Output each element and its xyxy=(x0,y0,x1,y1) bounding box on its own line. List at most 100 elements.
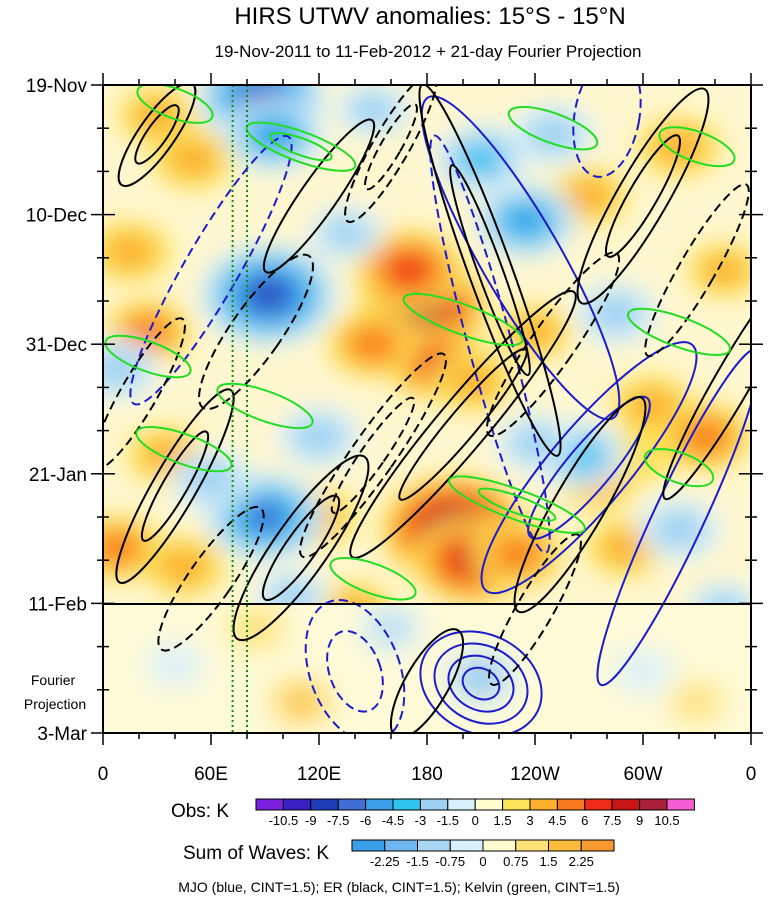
obs-colorbar-tick-label-6: -1.5 xyxy=(437,813,459,828)
y-tick-label-1: 10-Dec xyxy=(26,206,87,227)
er-contour-6-level-0 xyxy=(115,388,235,584)
projection-anomaly-5-level-0 xyxy=(227,607,285,650)
obs-colorbar-tick-label-8: 1.5 xyxy=(494,813,512,828)
projection-label-line-1: Fourier xyxy=(31,672,76,688)
plot-area xyxy=(102,84,752,734)
obs-colorbar-tick-label-2: -7.5 xyxy=(327,813,349,828)
kelvin-contour-1-level-0 xyxy=(245,121,357,172)
wave-colorbar-label: Sum of Waves: K xyxy=(183,843,329,864)
er-contour-2-level-0 xyxy=(418,85,562,457)
projection-anomaly-1-level-1 xyxy=(372,614,410,642)
x-tick-label-0: 0 xyxy=(98,764,109,785)
kelvin-contour-2-level-0 xyxy=(507,105,599,151)
kelvin-contour-5-level-0 xyxy=(627,307,731,356)
obs-colorbar-boxes: -10.5 -9 -7.5 -6 -4.5 -3 -1.5 0 1.5 3 4.5 6 7.5 9 10.5 xyxy=(255,798,695,828)
obs-colorbar-tick-label-1: -9 xyxy=(305,813,317,828)
wave-colorbar-box-1 xyxy=(384,839,418,852)
obs-colorbar-box-5 xyxy=(392,798,421,811)
er-contour-14-level-1 xyxy=(330,396,416,514)
projection-label: Fourier Projection xyxy=(24,672,86,712)
mjo-contour-7-level-0 xyxy=(572,85,642,178)
er-contour-3-level-0 xyxy=(576,87,710,305)
er-contour-10-level-0 xyxy=(198,253,314,411)
obs-anomaly-32-level-1 xyxy=(293,417,345,456)
obs-colorbar-box-11 xyxy=(556,798,586,811)
projection-anomaly-3-level-0 xyxy=(614,650,672,693)
er-contour-2-level-1 xyxy=(449,164,531,377)
kelvin-contour-9-level-1 xyxy=(477,487,557,522)
obs-anomaly-39-level-1 xyxy=(350,92,396,127)
obs-anomaly-34-level-3 xyxy=(508,207,544,234)
y-tick-label-4: 11-Feb xyxy=(28,594,87,615)
obs-colorbar-box-1 xyxy=(282,798,312,811)
er-contour-9-level-0 xyxy=(389,628,465,733)
kelvin-contour-3-level-0 xyxy=(658,126,736,168)
er-contour-12-level-0 xyxy=(485,251,621,438)
obs-anomaly-35-level-1 xyxy=(527,115,579,154)
kelvin-contour-6-level-0 xyxy=(104,334,192,379)
wave-colorbar-tick-label-4: 0.75 xyxy=(503,854,528,869)
mjo-contour-5-level-1 xyxy=(326,630,384,713)
chart-title: HIRS UTWV anomalies: 15°S - 15°N xyxy=(234,3,625,30)
kelvin-contour-1-level-1 xyxy=(269,132,333,162)
obs-colorbar-tick-label-14: 10.5 xyxy=(654,813,679,828)
projection-anomaly-4-level-1 xyxy=(282,688,320,716)
wave-colorbar-box-2 xyxy=(417,839,451,852)
wave-colorbar-tick-label-6: 2.25 xyxy=(569,854,594,869)
projection-anomaly-2-level-0 xyxy=(146,644,204,686)
y-tick-label-0: 19-Nov xyxy=(26,76,88,97)
obs-colorbar-box-10 xyxy=(529,798,558,811)
mjo-contour-1-level-0 xyxy=(420,95,621,421)
kelvin-contour-9-level-0 xyxy=(448,475,586,534)
x-tick-label-5: 60W xyxy=(623,764,662,785)
x-tick-label-4: 120W xyxy=(510,764,560,785)
mjo-contour-0-level-3 xyxy=(461,666,501,701)
obs-colorbar-tick-label-11: 6 xyxy=(581,813,588,828)
obs-colorbar-tick-label-0: -10.5 xyxy=(269,813,299,828)
obs-colorbar-box-6 xyxy=(419,798,449,811)
mjo-contour-0-level-0 xyxy=(419,630,543,733)
wave-colorbar-box-6 xyxy=(548,839,582,852)
wave-colorbar-tick-label-2: -0.75 xyxy=(435,854,465,869)
obs-colorbar: Obs: K -10.5 -9 -7.5 -6 -4.5 -3 -1.5 0 1.5 3 4.5 6 7… xyxy=(171,798,695,828)
wave-colorbar-tick-label-3: 0 xyxy=(479,854,486,869)
obs-colorbar-box-8 xyxy=(474,798,504,811)
obs-anomaly-25-level-0 xyxy=(608,429,678,481)
wave-colorbar-box-7 xyxy=(580,839,615,852)
wave-colorbar-box-3 xyxy=(449,839,484,852)
obs-anomaly-28-level-5 xyxy=(251,282,286,308)
wave-colorbar-box-5 xyxy=(515,839,549,852)
wave-colorbar-boxes: -2.25 -1.5 -0.75 0 0.75 1.5 2.25 xyxy=(351,839,615,869)
er-contour-16-level-0 xyxy=(488,533,582,686)
obs-colorbar-label: Obs: K xyxy=(171,801,229,822)
kelvin-contour-11-level-0 xyxy=(329,556,417,601)
obs-colorbar-tick-label-10: 4.5 xyxy=(548,813,566,828)
er-contour-4-level-1 xyxy=(398,348,528,501)
obs-colorbar-box-7 xyxy=(447,798,476,811)
obs-colorbar-box-0 xyxy=(255,798,284,811)
obs-colorbar-box-12 xyxy=(584,798,613,811)
chart-subtitle: 19-Nov-2011 to 11-Feb-2012 + 21-day Four… xyxy=(215,42,642,61)
obs-anomaly-38-level-1 xyxy=(653,510,705,549)
projection-field-blobs xyxy=(146,605,724,725)
obs-anomaly-23-level-1 xyxy=(701,253,747,287)
mjo-contour-4-level-0 xyxy=(429,134,551,554)
obs-colorbar-box-14 xyxy=(639,798,668,811)
er-contour-11-level-0 xyxy=(344,85,438,224)
obs-anomaly-27-level-3 xyxy=(256,121,292,148)
obs-colorbar-tick-label-4: -4.5 xyxy=(382,813,404,828)
footer-legend: MJO (blue, CINT=1.5); ER (black, CINT=1.… xyxy=(178,879,620,895)
er-contour-6-level-1 xyxy=(140,430,210,542)
obs-colorbar-box-2 xyxy=(310,798,339,811)
x-axis: 0 60E 120E 180 120W 60W 0 xyxy=(98,73,756,785)
obs-colorbar-box-9 xyxy=(502,798,531,811)
obs-colorbar-box-3 xyxy=(337,798,367,811)
wave-colorbar-tick-label-1: -1.5 xyxy=(406,854,428,869)
obs-colorbar-box-4 xyxy=(365,798,394,811)
mjo-contour-3-level-0 xyxy=(596,347,751,687)
obs-anomaly-12-level-2 xyxy=(103,533,137,563)
wave-colorbar-tick-label-5: 1.5 xyxy=(539,854,557,869)
kelvin-contour-0-level-0 xyxy=(136,85,214,124)
obs-anomaly-21-level-1 xyxy=(600,530,650,566)
